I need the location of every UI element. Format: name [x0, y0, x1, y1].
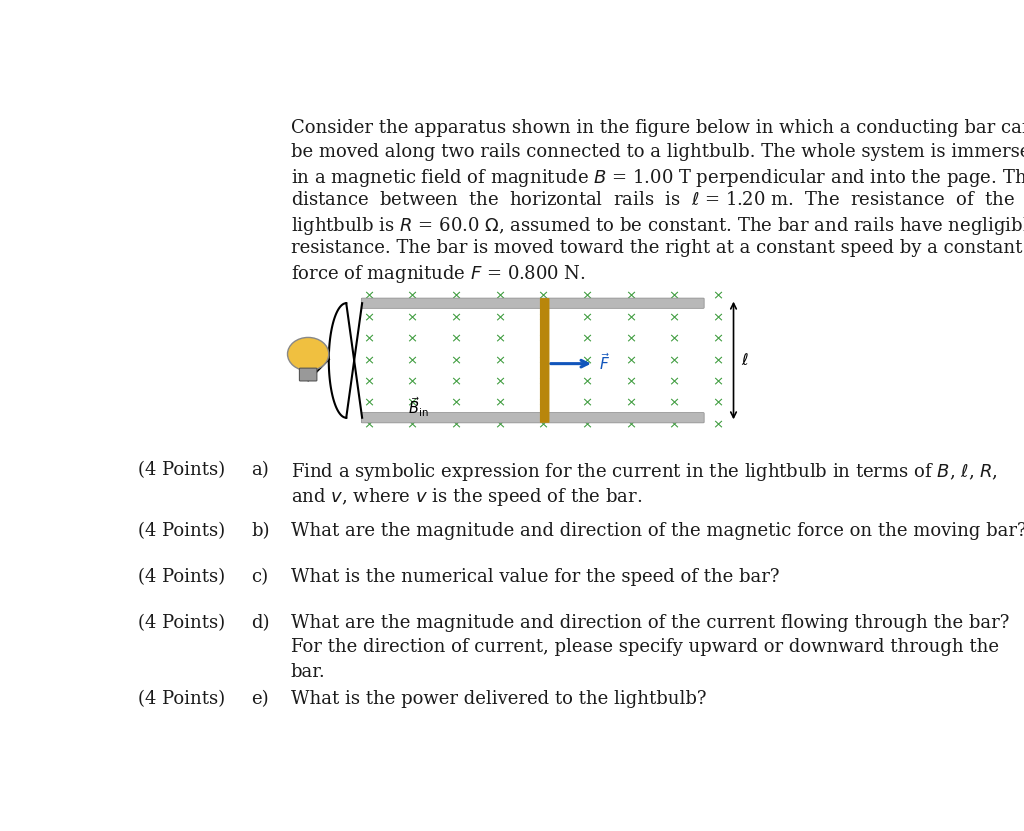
Text: $\times$: $\times$: [669, 418, 680, 431]
Text: $\times$: $\times$: [538, 418, 549, 431]
Text: $\times$: $\times$: [451, 290, 462, 302]
Text: $\times$: $\times$: [451, 397, 462, 410]
Text: $\times$: $\times$: [362, 354, 374, 367]
Text: $\times$: $\times$: [494, 376, 505, 388]
Text: $\times$: $\times$: [712, 376, 723, 388]
Text: $\times$: $\times$: [669, 397, 680, 410]
Text: $\times$: $\times$: [407, 332, 418, 346]
Text: Consider the apparatus shown in the figure below in which a conducting bar can: Consider the apparatus shown in the figu…: [291, 119, 1024, 137]
Text: $\times$: $\times$: [362, 397, 374, 410]
Text: bar.: bar.: [291, 663, 326, 681]
Text: $\times$: $\times$: [712, 397, 723, 410]
Text: $\vec{F}$: $\vec{F}$: [599, 352, 609, 373]
Text: $\times$: $\times$: [538, 311, 549, 324]
Text: $\times$: $\times$: [581, 311, 592, 324]
Circle shape: [288, 337, 329, 371]
Text: $\times$: $\times$: [669, 376, 680, 388]
Text: $\times$: $\times$: [712, 311, 723, 324]
Text: $\times$: $\times$: [625, 397, 636, 410]
FancyBboxPatch shape: [540, 298, 550, 423]
Text: $\times$: $\times$: [669, 332, 680, 346]
Text: $\times$: $\times$: [712, 418, 723, 431]
Text: $\times$: $\times$: [451, 376, 462, 388]
Text: e): e): [251, 690, 268, 708]
Text: $\times$: $\times$: [625, 354, 636, 367]
Text: $\times$: $\times$: [362, 311, 374, 324]
Text: $\times$: $\times$: [538, 332, 549, 346]
Text: $\times$: $\times$: [407, 376, 418, 388]
Text: be moved along two rails connected to a lightbulb. The whole system is immersed: be moved along two rails connected to a …: [291, 143, 1024, 161]
Text: (4 Points): (4 Points): [137, 461, 224, 479]
Text: force of magnitude $F$ = 0.800 N.: force of magnitude $F$ = 0.800 N.: [291, 263, 586, 285]
Text: Find a symbolic expression for the current in the lightbulb in terms of $B$, $\e: Find a symbolic expression for the curre…: [291, 461, 997, 484]
Text: $\times$: $\times$: [625, 290, 636, 302]
Text: $\times$: $\times$: [407, 311, 418, 324]
Text: $\times$: $\times$: [581, 397, 592, 410]
Text: $\times$: $\times$: [407, 290, 418, 302]
Text: $\times$: $\times$: [581, 376, 592, 388]
Text: and $v$, where $v$ is the speed of the bar.: and $v$, where $v$ is the speed of the b…: [291, 485, 642, 508]
Text: c): c): [251, 568, 268, 586]
Text: in a magnetic field of magnitude $B$ = 1.00 T perpendicular and into the page. T: in a magnetic field of magnitude $B$ = 1…: [291, 167, 1024, 189]
Text: $\times$: $\times$: [451, 354, 462, 367]
Text: (4 Points): (4 Points): [137, 568, 224, 586]
Text: $\times$: $\times$: [494, 354, 505, 367]
Text: $\times$: $\times$: [712, 290, 723, 302]
Text: $\ell$: $\ell$: [741, 352, 750, 368]
Text: $\times$: $\times$: [362, 332, 374, 346]
Text: $\times$: $\times$: [581, 418, 592, 431]
Text: For the direction of current, please specify upward or downward through the: For the direction of current, please spe…: [291, 638, 998, 656]
Text: (4 Points): (4 Points): [137, 614, 224, 632]
Text: $\times$: $\times$: [494, 418, 505, 431]
Text: $\times$: $\times$: [625, 418, 636, 431]
FancyBboxPatch shape: [299, 368, 316, 381]
Text: What is the power delivered to the lightbulb?: What is the power delivered to the light…: [291, 690, 707, 708]
Text: (4 Points): (4 Points): [137, 690, 224, 708]
Text: $\times$: $\times$: [451, 311, 462, 324]
Text: $\times$: $\times$: [669, 354, 680, 367]
Text: lightbulb is $R$ = 60.0 $\Omega$, assumed to be constant. The bar and rails have: lightbulb is $R$ = 60.0 $\Omega$, assume…: [291, 215, 1024, 237]
Text: $\times$: $\times$: [451, 418, 462, 431]
Text: $\times$: $\times$: [538, 290, 549, 302]
Text: $\times$: $\times$: [538, 354, 549, 367]
Text: $\times$: $\times$: [362, 376, 374, 388]
Text: $\times$: $\times$: [625, 332, 636, 346]
Text: $\vec{B}_{\mathrm{in}}$: $\vec{B}_{\mathrm{in}}$: [409, 395, 429, 419]
Text: $\times$: $\times$: [538, 376, 549, 388]
Text: $\times$: $\times$: [494, 397, 505, 410]
Text: b): b): [251, 522, 269, 540]
Text: a): a): [251, 461, 268, 479]
Text: resistance. The bar is moved toward the right at a constant speed by a constant: resistance. The bar is moved toward the …: [291, 238, 1022, 257]
Text: $\times$: $\times$: [407, 418, 418, 431]
Text: $\times$: $\times$: [407, 354, 418, 367]
Text: $\times$: $\times$: [581, 332, 592, 346]
Text: $\times$: $\times$: [669, 311, 680, 324]
Text: What are the magnitude and direction of the current flowing through the bar?: What are the magnitude and direction of …: [291, 614, 1009, 632]
Text: $\times$: $\times$: [625, 376, 636, 388]
FancyBboxPatch shape: [361, 298, 705, 308]
Text: $\times$: $\times$: [538, 397, 549, 410]
FancyBboxPatch shape: [361, 413, 705, 423]
Text: $\times$: $\times$: [494, 311, 505, 324]
Text: $\times$: $\times$: [451, 332, 462, 346]
Text: $\times$: $\times$: [581, 354, 592, 367]
Text: $\times$: $\times$: [712, 332, 723, 346]
Text: $\times$: $\times$: [581, 290, 592, 302]
Text: $\times$: $\times$: [494, 332, 505, 346]
Text: (4 Points): (4 Points): [137, 522, 224, 540]
Text: $\times$: $\times$: [494, 290, 505, 302]
Text: What are the magnitude and direction of the magnetic force on the moving bar?: What are the magnitude and direction of …: [291, 522, 1024, 540]
Text: $\times$: $\times$: [669, 290, 680, 302]
Text: $\times$: $\times$: [362, 418, 374, 431]
Text: $\times$: $\times$: [712, 354, 723, 367]
Text: $\times$: $\times$: [362, 290, 374, 302]
Text: d): d): [251, 614, 269, 632]
Text: $\times$: $\times$: [625, 311, 636, 324]
Text: $\times$: $\times$: [407, 397, 418, 410]
Text: distance  between  the  horizontal  rails  is  $\ell$ = 1.20 m.  The  resistance: distance between the horizontal rails is…: [291, 191, 1015, 209]
Text: What is the numerical value for the speed of the bar?: What is the numerical value for the spee…: [291, 568, 779, 586]
